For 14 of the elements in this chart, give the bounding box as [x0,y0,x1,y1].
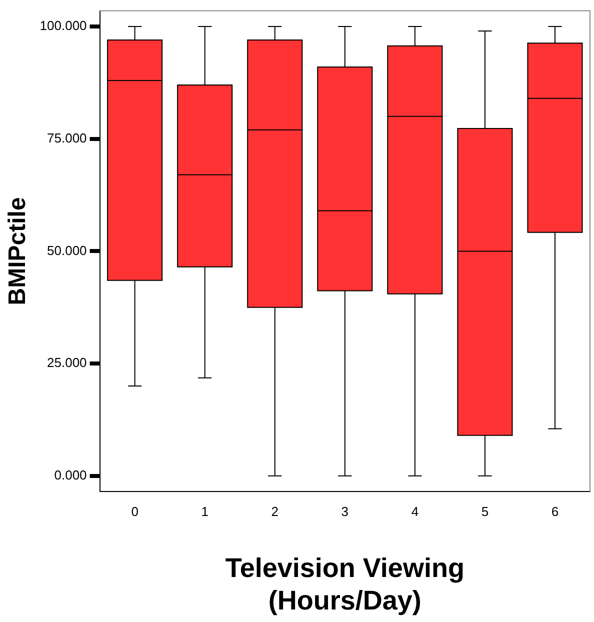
y-tick-label: 100.000 [40,18,87,34]
y-tick-label: 50.000 [47,242,87,258]
x-tick-label: 2 [271,504,278,519]
x-tick-label: 5 [481,504,489,519]
y-tick-label: 0.000 [54,467,87,482]
y-tick-label: 25.000 [47,355,87,370]
y-tick-label: 75.000 [47,130,87,146]
x-tick-label: 1 [201,504,208,519]
x-tick-label: 6 [551,504,559,519]
x-tick-label: 4 [411,504,419,519]
x-tick-label: 0 [131,504,138,519]
y-axis-title: BMIPctile [4,197,32,306]
x-tick-label: 3 [341,504,349,519]
x-axis-title: Television Viewing (Hours/Day) [225,552,464,616]
